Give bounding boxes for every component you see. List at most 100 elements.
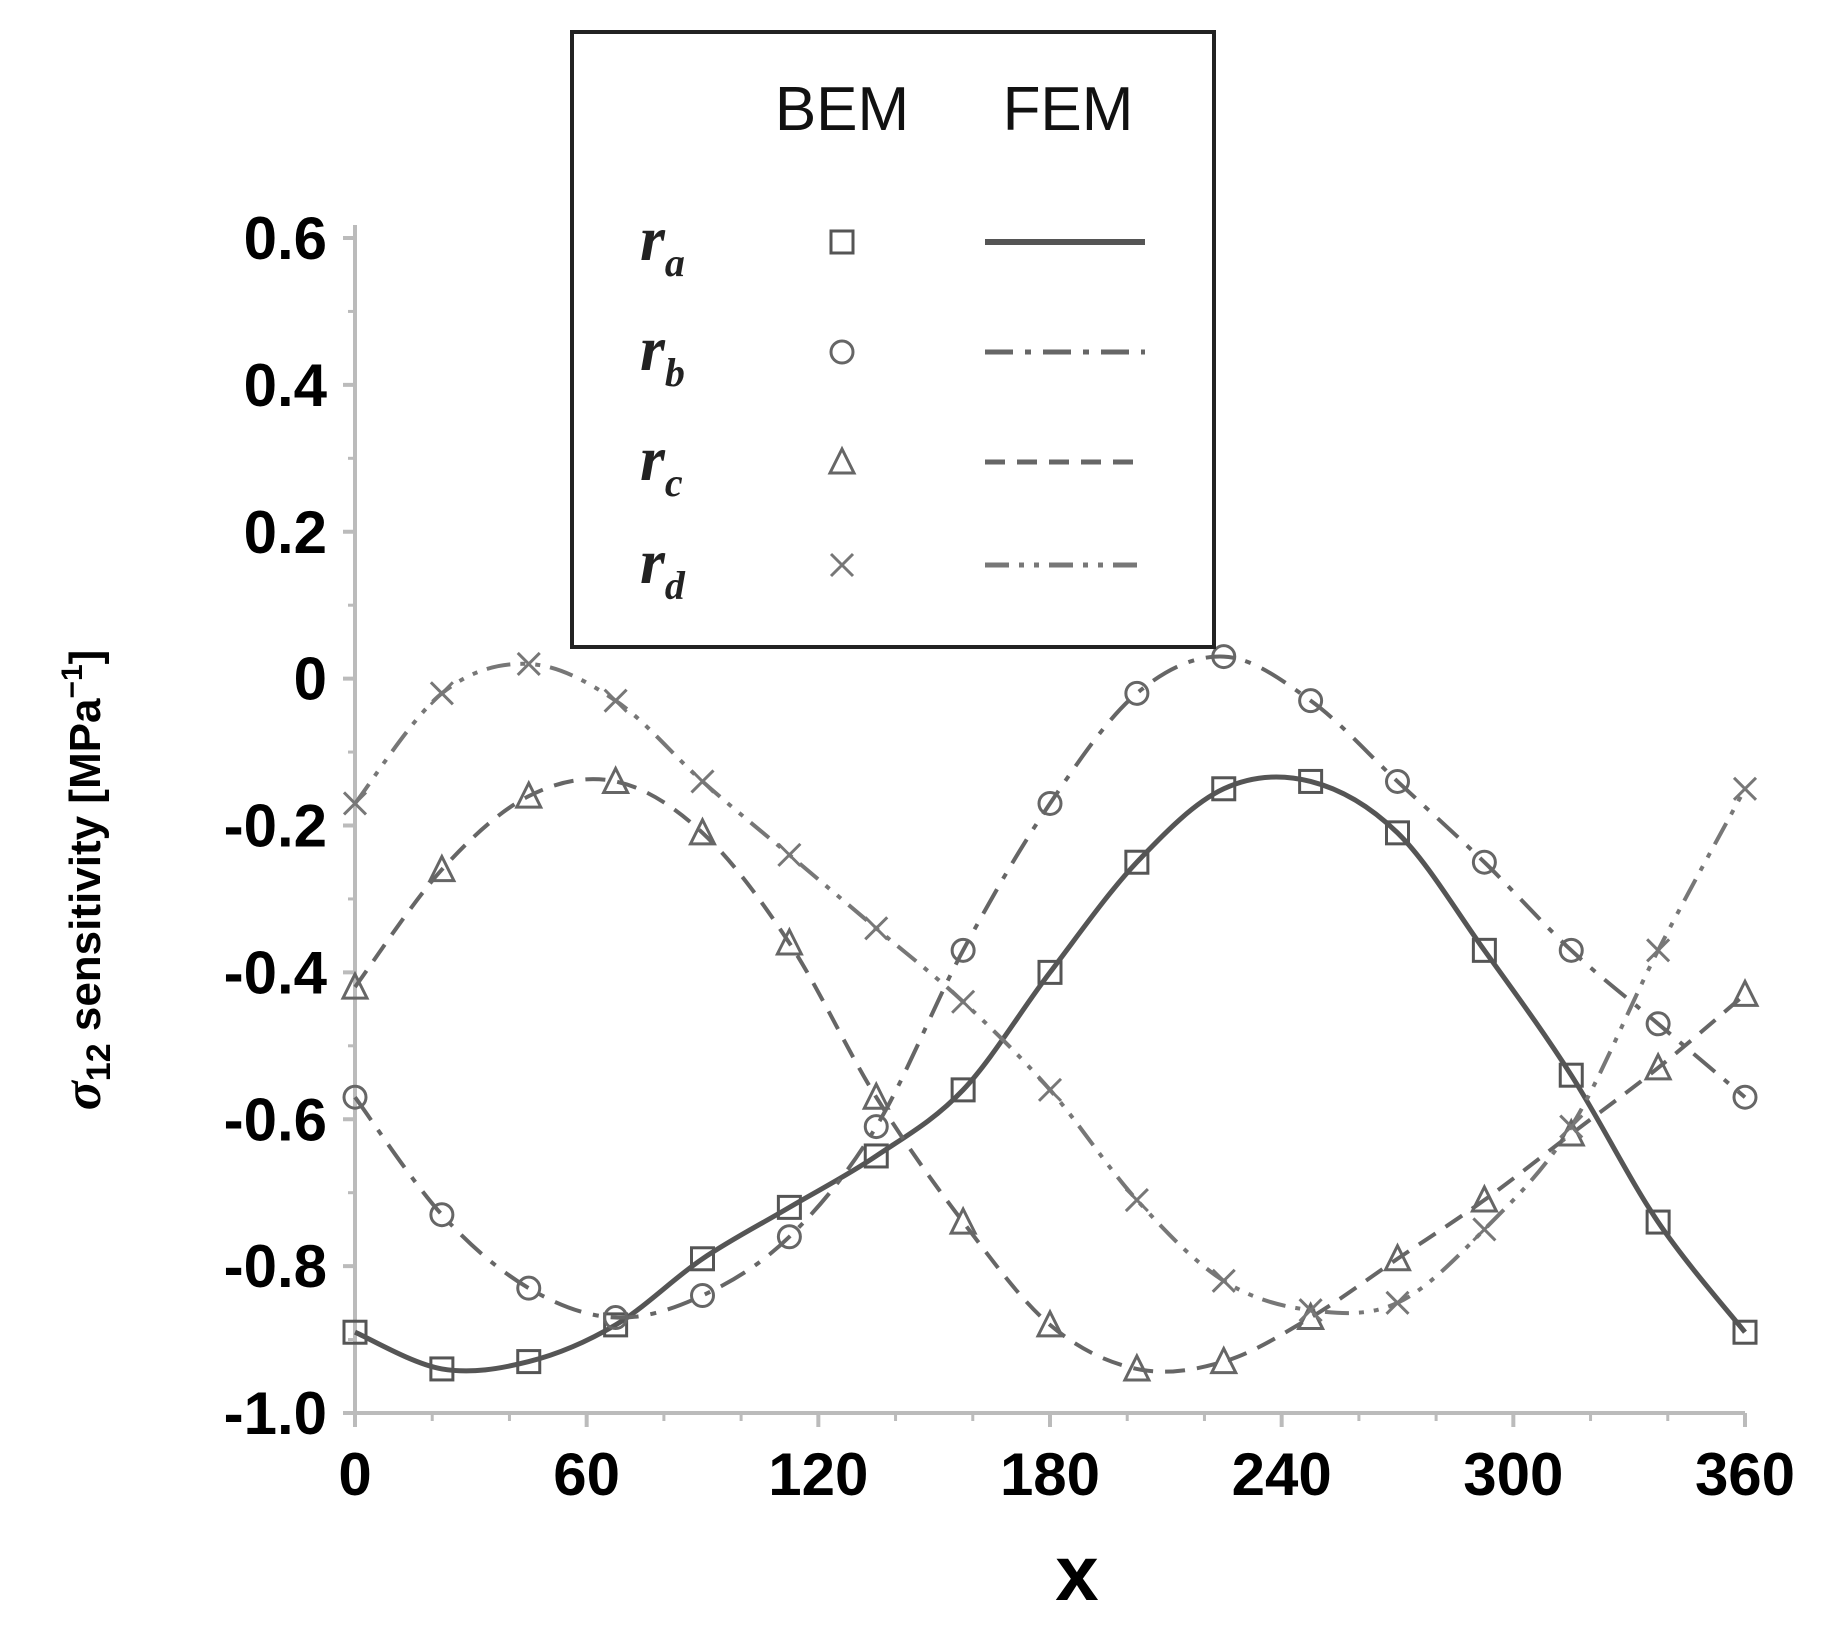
y-tick-label: 0.2 — [244, 499, 327, 566]
bem-point-ra — [1124, 849, 1150, 875]
y-axis-label-symbol: σ — [52, 1079, 112, 1110]
bem-point-rd — [342, 791, 368, 816]
bem-point-rc — [1643, 1051, 1673, 1081]
legend-key-rd: rd — [640, 526, 686, 608]
y-tick-label: -0.4 — [224, 939, 328, 1006]
bem-point-rd — [951, 989, 976, 1014]
bem-point-rd — [1124, 1187, 1149, 1213]
bem-point-rc — [1730, 978, 1760, 1007]
bem-point-ra — [1645, 1209, 1671, 1235]
x-tick-label: 60 — [553, 1441, 620, 1508]
legend-row-ra: ra — [640, 203, 1145, 285]
y-tick-label: -0.2 — [224, 793, 327, 860]
bem-point-rb — [1732, 1084, 1758, 1110]
fem-line-rb — [353, 654, 1747, 1320]
bem-point-rb — [1558, 937, 1584, 963]
bem-point-ra — [950, 1077, 976, 1103]
bem-point-rb — [516, 1275, 542, 1301]
legend-key-rc: rc — [640, 423, 683, 505]
bem-point-ra — [863, 1143, 889, 1169]
bem-point-ra — [1732, 1319, 1758, 1345]
bem-point-rc — [1469, 1183, 1499, 1213]
bem-point-rd — [1559, 1114, 1584, 1139]
x-tick-label: 120 — [768, 1441, 868, 1508]
y-ticks: 0.6 0.4 0.2 0 -0.2 -0.4 -0.6 -0.8 -1.0 — [224, 205, 355, 1447]
bem-point-rb — [950, 937, 976, 963]
legend-header-fem: FEM — [1003, 75, 1134, 144]
legend-marker-ra — [829, 229, 855, 255]
legend-header-bem: BEM — [775, 75, 909, 144]
bem-point-rd — [1211, 1268, 1236, 1293]
bem-point-rd — [603, 688, 628, 713]
bem-point-rc — [427, 853, 457, 883]
legend-row-rb: rb — [640, 313, 1145, 395]
bem-point-rc — [340, 970, 370, 1000]
y-tick-label: 0.4 — [244, 352, 328, 419]
bem-point-rc — [1035, 1308, 1065, 1338]
y-tick-label: -0.8 — [224, 1233, 327, 1300]
y-axis-label-text: sensitivity [MPa — [61, 698, 110, 1043]
bem-point-ra — [342, 1319, 368, 1345]
bem-point-rd — [1732, 776, 1758, 801]
bem-point-rb — [1471, 849, 1497, 875]
legend-marker-rd — [829, 552, 855, 578]
x-tick-label: 300 — [1463, 1441, 1563, 1508]
legend-box — [570, 30, 1216, 649]
bem-point-rd — [777, 842, 802, 867]
bem-point-rd — [864, 916, 889, 941]
legend-row-rc: rc — [640, 423, 1145, 505]
x-tick-label: 0 — [338, 1441, 371, 1508]
y-axis-label-close: ] — [61, 650, 110, 665]
bem-point-ra — [1471, 937, 1497, 963]
series-lines — [353, 654, 1747, 1374]
x-axis-label: x — [1055, 1529, 1098, 1617]
y-tick-label: 0.6 — [244, 205, 327, 272]
bem-point-rc — [1383, 1242, 1412, 1272]
bem-point-ra — [1558, 1062, 1584, 1088]
bem-point-ra — [776, 1194, 802, 1220]
y-axis-label: σ12 sensitivity [MPa−1] — [52, 650, 118, 1111]
y-tick-label: -0.6 — [224, 1086, 327, 1153]
bem-point-rd — [690, 769, 715, 794]
bem-point-rd — [1385, 1290, 1410, 1315]
y-tick-label: -1.0 — [224, 1380, 327, 1447]
fem-line-rc — [353, 777, 1747, 1374]
y-axis-label-superscript: −1 — [56, 664, 89, 698]
bem-point-rb — [429, 1202, 455, 1228]
axes: 0.6 0.4 0.2 0 -0.2 -0.4 -0.6 -0.8 -1.0 0 60 120 180… — [224, 205, 1795, 1508]
bem-point-rd — [1472, 1217, 1497, 1242]
bem-point-rb — [1211, 644, 1237, 670]
legend-row-rd: rd — [640, 526, 1145, 608]
bem-point-rc — [948, 1205, 978, 1235]
x-tick-label: 180 — [1000, 1441, 1100, 1508]
legend-marker-rb — [829, 339, 855, 365]
bem-point-rb — [342, 1084, 368, 1110]
bem-point-ra — [690, 1246, 715, 1272]
bem-point-rc — [1209, 1345, 1239, 1375]
bem-point-rd — [429, 681, 454, 706]
bem-point-rb — [776, 1224, 802, 1250]
bem-point-rd — [1037, 1077, 1063, 1102]
bem-point-ra — [603, 1312, 629, 1338]
bem-point-rc — [601, 765, 631, 794]
bem-point-ra — [1211, 776, 1237, 802]
bem-point-rc — [774, 926, 804, 956]
bem-point-rc — [861, 1080, 891, 1110]
x-tick-label: 360 — [1695, 1441, 1795, 1508]
series-markers — [340, 644, 1760, 1382]
bem-point-rc — [514, 779, 544, 809]
bem-point-rd — [1298, 1298, 1323, 1323]
bem-point-ra — [1298, 768, 1324, 794]
x-ticks: 0 60 120 180 240 300 360 — [338, 1413, 1795, 1508]
y-tick-label: 0 — [294, 646, 327, 713]
legend-key-ra: ra — [640, 203, 685, 285]
fem-line-ra — [353, 774, 1747, 1374]
bem-point-rd — [1646, 938, 1671, 963]
bem-point-rb — [1037, 790, 1063, 816]
bem-point-rb — [1385, 768, 1410, 794]
bem-point-rb — [1298, 688, 1324, 714]
legend-key-rb: rb — [640, 313, 685, 395]
bem-point-rc — [1122, 1352, 1152, 1382]
bem-point-rb — [1124, 680, 1150, 706]
